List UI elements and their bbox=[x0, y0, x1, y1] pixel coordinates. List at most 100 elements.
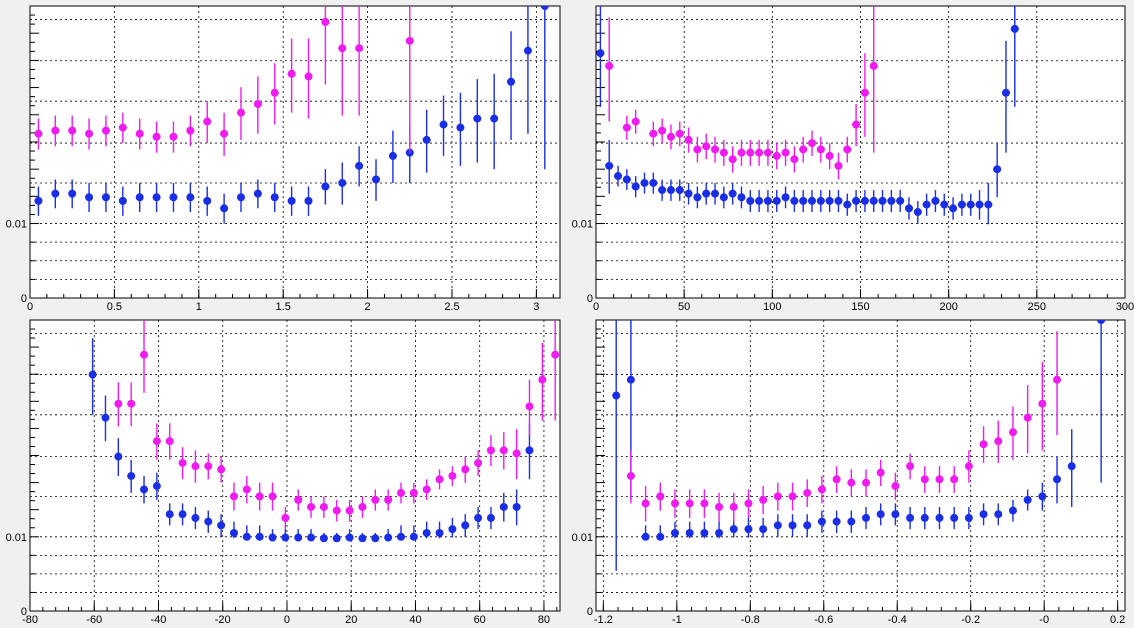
data-point bbox=[755, 148, 764, 157]
series-magenta bbox=[626, 331, 1062, 522]
data-point bbox=[281, 533, 290, 542]
data-point bbox=[338, 178, 347, 187]
x-tick-label: -60 bbox=[86, 614, 102, 626]
data-point bbox=[85, 129, 94, 138]
data-point bbox=[358, 502, 367, 511]
data-point bbox=[711, 145, 720, 154]
data-point bbox=[719, 193, 728, 202]
data-point bbox=[737, 148, 746, 157]
data-point bbox=[321, 17, 330, 26]
data-point bbox=[876, 468, 885, 477]
data-point bbox=[486, 446, 495, 455]
data-point bbox=[729, 525, 738, 534]
data-point bbox=[345, 506, 354, 515]
data-point bbox=[229, 492, 238, 501]
data-point bbox=[525, 402, 534, 411]
data-point bbox=[255, 532, 264, 541]
data-point bbox=[236, 193, 245, 202]
data-point bbox=[847, 478, 856, 487]
data-point bbox=[169, 193, 178, 202]
data-point bbox=[931, 196, 940, 205]
data-point bbox=[666, 132, 675, 141]
x-tick-label: -40 bbox=[151, 614, 167, 626]
data-point bbox=[656, 532, 665, 541]
x-tick-label: 50 bbox=[678, 301, 690, 313]
data-point bbox=[715, 502, 724, 511]
data-point bbox=[372, 175, 381, 184]
data-point bbox=[68, 126, 77, 135]
data-point bbox=[101, 126, 110, 135]
y-tick-label: 0 bbox=[21, 606, 27, 618]
data-point bbox=[816, 196, 825, 205]
data-point bbox=[852, 120, 861, 129]
data-point bbox=[118, 123, 127, 132]
data-point bbox=[737, 193, 746, 202]
data-point bbox=[371, 495, 380, 504]
data-point bbox=[405, 36, 414, 45]
data-point bbox=[304, 72, 313, 81]
y-tick-label: 0 bbox=[587, 606, 593, 618]
x-tick-label: 80 bbox=[538, 614, 550, 626]
data-point bbox=[114, 452, 123, 461]
data-point bbox=[772, 151, 781, 160]
data-point bbox=[461, 521, 470, 530]
x-tick-label: 60 bbox=[474, 614, 486, 626]
data-point bbox=[862, 478, 871, 487]
data-point bbox=[746, 148, 755, 157]
data-point bbox=[512, 502, 521, 511]
y-tick-label: 0.01 bbox=[6, 219, 27, 231]
data-point bbox=[68, 189, 77, 198]
data-point bbox=[397, 488, 405, 497]
data-point bbox=[1038, 492, 1047, 501]
data-point bbox=[551, 350, 560, 359]
data-point bbox=[186, 126, 195, 135]
data-point bbox=[114, 399, 123, 408]
data-point bbox=[253, 189, 262, 198]
data-point bbox=[622, 175, 631, 184]
data-point bbox=[422, 485, 431, 494]
series-blue bbox=[88, 338, 534, 543]
data-point bbox=[626, 471, 635, 480]
y-tick-label: 0 bbox=[587, 293, 593, 305]
data-point bbox=[332, 534, 341, 543]
data-point bbox=[715, 528, 724, 537]
data-point bbox=[808, 139, 817, 148]
data-point bbox=[702, 189, 711, 198]
x-tick-label: 0 bbox=[284, 614, 290, 626]
data-point bbox=[287, 196, 296, 205]
data-point bbox=[186, 193, 195, 202]
data-point bbox=[253, 100, 262, 109]
data-point bbox=[950, 475, 959, 484]
data-point bbox=[759, 495, 768, 504]
data-point bbox=[755, 196, 764, 205]
data-point bbox=[118, 196, 127, 205]
data-point bbox=[1023, 495, 1032, 504]
y-tick-label: 0.01 bbox=[6, 532, 27, 544]
data-point bbox=[631, 117, 640, 126]
data-point bbox=[746, 196, 755, 205]
data-point bbox=[666, 186, 675, 195]
series-magenta bbox=[34, 6, 414, 156]
data-point bbox=[507, 77, 516, 86]
data-point bbox=[675, 129, 684, 138]
data-point bbox=[321, 182, 330, 191]
data-point bbox=[474, 513, 483, 522]
data-point bbox=[1097, 320, 1106, 324]
data-point bbox=[140, 485, 149, 494]
data-point bbox=[1067, 462, 1076, 471]
data-point bbox=[596, 49, 605, 58]
chart-panel-3: -80 -60 -40 -20 0 20 40 60 80 0 0.01 bbox=[6, 319, 561, 626]
x-tick-label: 0.2 bbox=[1110, 614, 1125, 626]
data-point bbox=[622, 123, 631, 132]
data-point bbox=[891, 510, 900, 519]
data-point bbox=[612, 391, 621, 400]
data-point bbox=[759, 525, 768, 534]
data-point bbox=[220, 129, 229, 138]
data-point bbox=[744, 499, 753, 508]
data-point bbox=[490, 114, 499, 123]
data-point bbox=[891, 482, 900, 491]
data-point bbox=[1053, 475, 1062, 484]
data-point bbox=[685, 499, 694, 508]
data-point bbox=[693, 193, 702, 202]
data-point bbox=[304, 196, 313, 205]
